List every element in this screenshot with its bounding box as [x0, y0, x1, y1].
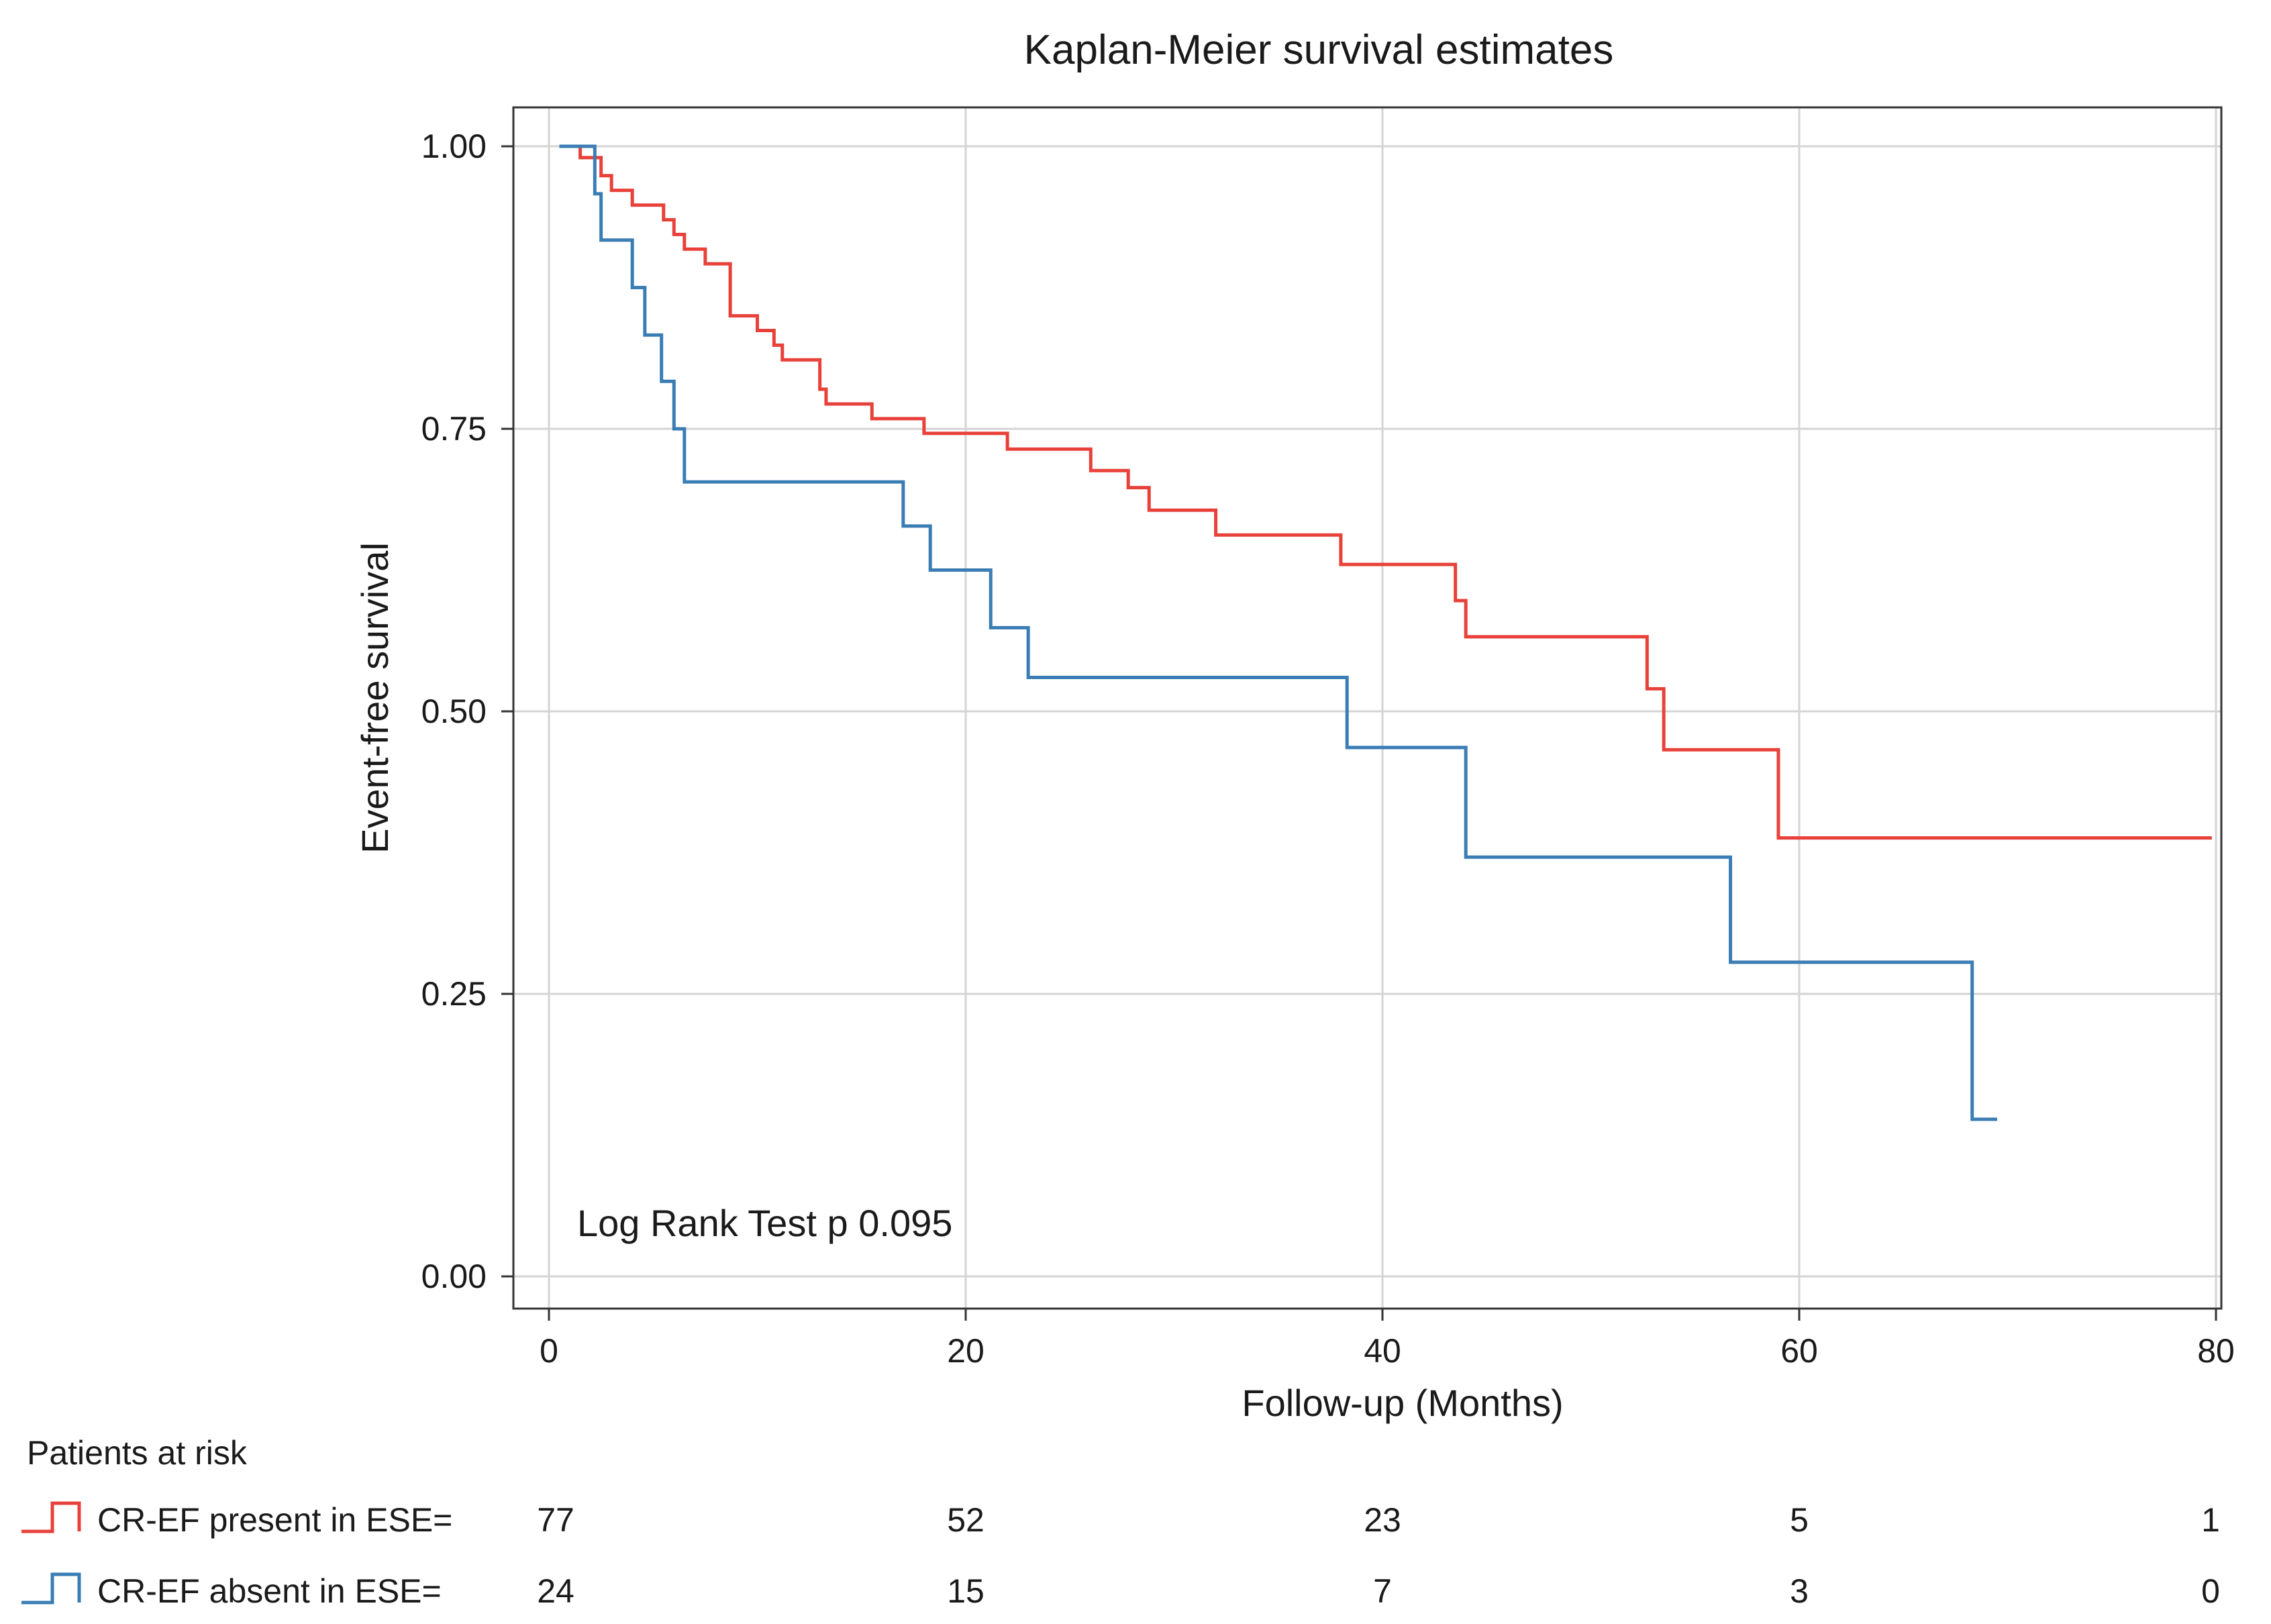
risk-count: 1 — [2201, 1501, 2220, 1539]
logrank-annotation: Log Rank Test p 0.095 — [577, 1202, 952, 1244]
risk-count: 77 — [537, 1501, 574, 1539]
risk-count: 5 — [1790, 1501, 1809, 1539]
risk-row-label: CR-EF present in ESE= — [97, 1501, 452, 1539]
risk-count: 52 — [947, 1501, 985, 1539]
risk-count: 23 — [1364, 1501, 1401, 1539]
grid-layer — [513, 107, 2221, 1309]
x-tick-label: 20 — [947, 1332, 985, 1370]
x-tick-label: 0 — [540, 1332, 558, 1370]
km-curve-present — [559, 144, 2212, 840]
y-axis-label: Event-free survival — [354, 542, 396, 854]
risk-table-header: Patients at risk — [27, 1434, 248, 1472]
risk-count: 24 — [537, 1572, 574, 1610]
y-tick-label: 0.50 — [421, 693, 487, 730]
legend-key-absent — [21, 1572, 81, 1605]
risk-count: 15 — [947, 1572, 985, 1610]
x-axis-label: Follow-up (Months) — [1242, 1382, 1563, 1424]
risk-table: Patients at risk CR-EF present in ESE= 77… — [21, 1434, 2220, 1610]
y-tick-label: 1.00 — [421, 128, 487, 165]
plot-frame — [512, 106, 2223, 1310]
series-layer — [559, 144, 2212, 1121]
risk-count: 0 — [2201, 1572, 2220, 1610]
legend-key-present — [21, 1501, 81, 1533]
y-tick-label: 0.00 — [421, 1258, 487, 1295]
risk-row-label: CR-EF absent in ESE= — [97, 1572, 442, 1610]
risk-count: 7 — [1373, 1572, 1392, 1610]
x-tick-label: 80 — [2197, 1332, 2235, 1370]
chart-title: Kaplan-Meier survival estimates — [1024, 27, 1614, 73]
x-tick-label: 40 — [1364, 1332, 1401, 1370]
km-curve-absent — [559, 144, 1997, 1121]
y-tick-label: 0.25 — [421, 975, 487, 1013]
y-tick-label: 0.75 — [421, 410, 487, 448]
tick-layer: 0 20 40 60 80 0.00 0.25 0.50 0.75 1.00 — [421, 128, 2235, 1370]
risk-count: 3 — [1790, 1572, 1809, 1610]
x-tick-label: 60 — [1780, 1332, 1818, 1370]
